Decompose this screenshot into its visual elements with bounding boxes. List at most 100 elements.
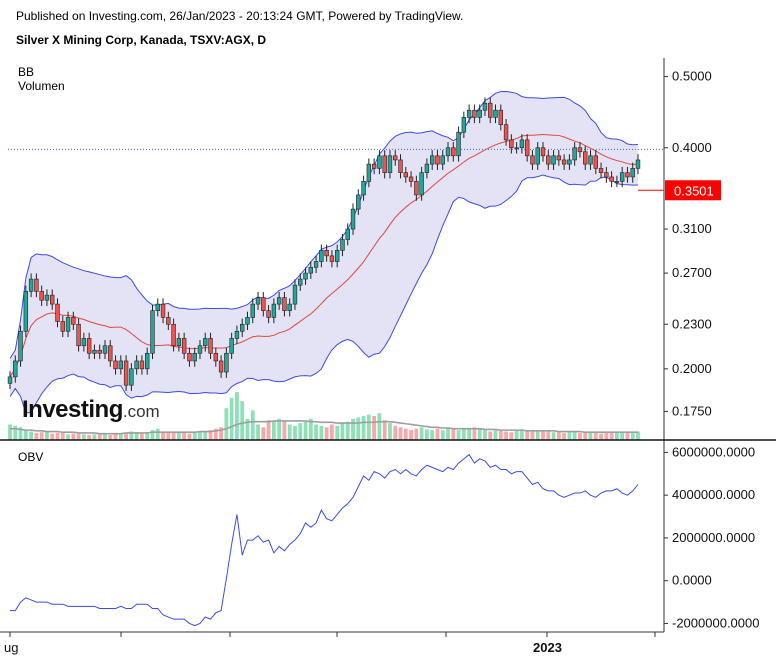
candle-body — [50, 294, 55, 305]
volume-bar — [192, 432, 197, 440]
volume-bar — [514, 430, 519, 440]
obv-tick-label: -2000000.0000 — [672, 615, 759, 630]
volume-bar — [92, 434, 97, 440]
candle-body — [598, 168, 604, 173]
candle-body — [366, 163, 372, 182]
volume-bar — [314, 424, 318, 440]
volume-indicator-label[interactable]: Volumen — [18, 79, 65, 93]
volume-bar — [60, 431, 65, 440]
candle-body — [609, 176, 614, 182]
obv-pane — [10, 453, 639, 627]
volume-bar — [330, 424, 334, 440]
candle-body — [65, 317, 71, 332]
volume-bar — [546, 431, 551, 440]
volume-ma-line — [10, 420, 638, 435]
volume-bar — [393, 425, 398, 440]
volume-bar — [519, 429, 524, 440]
candle-body — [287, 303, 292, 311]
candle-body — [145, 352, 150, 370]
volume-bar — [118, 433, 123, 440]
volume-bar — [224, 408, 229, 440]
candle-body — [282, 297, 287, 311]
candle-body — [129, 368, 134, 386]
volume-bar — [266, 420, 271, 440]
candle-body — [166, 317, 171, 325]
volume-bar — [219, 427, 223, 440]
volume-bar — [97, 433, 102, 440]
volume-bar — [630, 432, 635, 440]
candle-body — [160, 303, 166, 318]
candle-body — [604, 172, 609, 178]
candle-body — [39, 291, 44, 301]
candle-body — [535, 147, 540, 165]
volume-bar — [504, 431, 508, 440]
volume-bar — [229, 397, 234, 440]
volume-bar — [430, 430, 435, 440]
candle-body — [546, 155, 551, 165]
volume-bar — [298, 423, 303, 440]
candle-body — [76, 323, 81, 347]
obv-indicator-label[interactable]: OBV — [18, 450, 44, 464]
last-price-badge — [665, 180, 721, 201]
volume-bar — [530, 431, 535, 440]
volume-bar — [435, 428, 440, 440]
candle-body — [429, 155, 435, 165]
price-pane — [7, 91, 664, 414]
candle-body — [509, 139, 514, 149]
volume-bar — [356, 417, 361, 440]
volume-bar — [166, 432, 171, 440]
candle-body — [276, 297, 282, 305]
volume-bar — [145, 432, 150, 440]
candle-body — [292, 284, 298, 305]
candle-body — [477, 109, 482, 118]
volume-bar — [187, 433, 192, 440]
candle-body — [303, 272, 308, 280]
volume-bar — [108, 435, 113, 440]
volume-bar — [414, 428, 419, 440]
candle-body — [23, 291, 29, 332]
volume-bar — [472, 427, 477, 440]
candle-body — [387, 155, 393, 173]
candle-body — [171, 323, 176, 347]
volume-bar — [277, 418, 282, 440]
volume-bar — [150, 430, 155, 440]
volume-bar — [13, 425, 18, 440]
candle-body — [181, 338, 187, 354]
candle-body — [298, 278, 303, 286]
volume-bar — [509, 432, 514, 440]
volume-bar — [446, 427, 450, 440]
volume-bar — [419, 427, 424, 440]
candle-body — [519, 139, 525, 149]
volume-bar — [103, 434, 107, 440]
volume-bar — [551, 432, 556, 440]
bb-indicator-label[interactable]: BB — [18, 65, 35, 79]
last-price-label: 0.3501 — [674, 183, 714, 198]
candle-body — [371, 163, 377, 169]
price-tick-label: 0.2700 — [672, 265, 712, 280]
volume-bar — [245, 418, 250, 440]
candle-body — [187, 352, 192, 362]
volume-bar — [361, 416, 366, 440]
volume-bar — [614, 432, 619, 440]
volume-bar — [76, 433, 81, 440]
candle-body — [28, 278, 34, 292]
price-tick-label: 0.2300 — [672, 316, 712, 331]
bb-band-fill — [10, 91, 638, 413]
candle-body — [466, 109, 472, 118]
obv-tick-label: 2000000.0000 — [672, 530, 755, 545]
volume-bar — [45, 430, 49, 440]
volume-bar — [81, 434, 86, 440]
candle-body — [635, 159, 641, 169]
volume-bar — [293, 425, 297, 440]
volume-bar — [256, 424, 260, 440]
volume-bar — [377, 413, 382, 440]
candle-body — [134, 360, 139, 370]
volume-bar — [593, 432, 598, 440]
candle-body — [382, 155, 387, 173]
candle-body — [493, 109, 498, 118]
volume-bar — [213, 428, 218, 440]
candle-body — [218, 360, 224, 373]
candle-body — [440, 155, 445, 165]
candle-body — [451, 147, 456, 157]
